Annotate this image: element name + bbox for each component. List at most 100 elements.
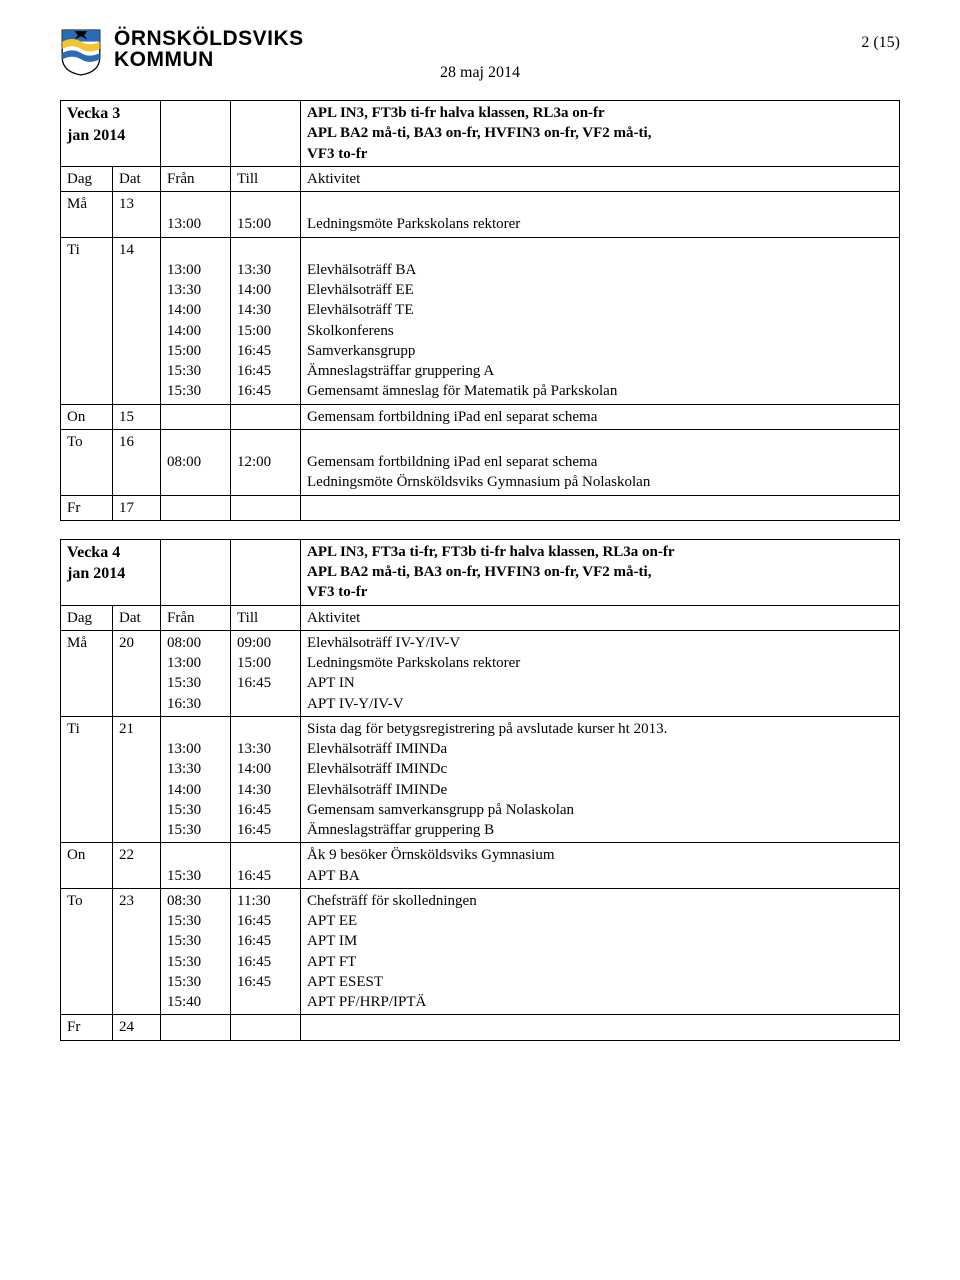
cell-day: To — [61, 888, 113, 1015]
col-from: Från — [161, 605, 231, 630]
cell-dat: 17 — [113, 495, 161, 520]
cell-act: Gemensam fortbildning iPad enl separat s… — [301, 429, 900, 495]
schedule-table-vecka3: Vecka 3 jan 2014 APL IN3, FT3b ti-fr hal… — [60, 100, 900, 521]
cell-day: On — [61, 843, 113, 889]
cell-till: 16:45 — [231, 843, 301, 889]
col-act: Aktivitet — [301, 605, 900, 630]
table-row: To 16 08:00 12:00 Gemensam fortbildning … — [61, 429, 900, 495]
cell-dat: 22 — [113, 843, 161, 889]
act-val: Gemensam fortbildning iPad enl separat s… — [307, 454, 650, 490]
cell-till — [231, 495, 301, 520]
empty-cell — [231, 101, 301, 167]
table-row: Må 20 08:0013:0015:3016:30 09:0015:0016:… — [61, 630, 900, 716]
cell-day: Ti — [61, 237, 113, 404]
apl-line: VF3 to-fr — [307, 146, 367, 162]
time-val: 13:00 — [167, 216, 201, 232]
cell-day: Fr — [61, 1015, 113, 1040]
cell-from — [161, 404, 231, 429]
table-row: Fr 17 — [61, 495, 900, 520]
cell-till — [231, 1015, 301, 1040]
col-dat: Dat — [113, 605, 161, 630]
cell-day: Må — [61, 192, 113, 238]
cell-till: 11:3016:4516:4516:4516:45 — [231, 888, 301, 1015]
table-row: On 22 15:30 16:45 Åk 9 besöker Örnskölds… — [61, 843, 900, 889]
week-label-cell: Vecka 3 jan 2014 — [61, 101, 161, 167]
logo-block: ÖRNSKÖLDSVIKS KOMMUN — [60, 28, 304, 76]
cell-act: Åk 9 besöker Örnsköldsviks GymnasiumAPT … — [301, 843, 900, 889]
table-row: Ti 14 13:0013:3014:0014:0015:0015:3015:3… — [61, 237, 900, 404]
cell-from: 08:0013:0015:3016:30 — [161, 630, 231, 716]
cell-day: Må — [61, 630, 113, 716]
cell-from: 13:0013:3014:0014:0015:0015:3015:30 — [161, 237, 231, 404]
week-label-cell: Vecka 4 jan 2014 — [61, 539, 161, 605]
cell-from — [161, 1015, 231, 1040]
week-label: Vecka 4 — [67, 544, 120, 561]
table-row: Fr 24 — [61, 1015, 900, 1040]
week-sub: jan 2014 — [67, 127, 125, 144]
week-label: Vecka 3 — [67, 105, 120, 122]
column-header-row: Dag Dat Från Till Aktivitet — [61, 166, 900, 191]
apl-line: APL BA2 må-ti, BA3 on-fr, HVFIN3 on-fr, … — [307, 125, 651, 141]
schedule-table-vecka4: Vecka 4 jan 2014 APL IN3, FT3a ti-fr, FT… — [60, 539, 900, 1041]
cell-act: Elevhälsoträff IV-Y/IV-VLedningsmöte Par… — [301, 630, 900, 716]
week-header-row: Vecka 3 jan 2014 APL IN3, FT3b ti-fr hal… — [61, 101, 900, 167]
cell-from: 13:0013:3014:0015:3015:30 — [161, 716, 231, 843]
cell-dat: 21 — [113, 716, 161, 843]
cell-act: Gemensam fortbildning iPad enl separat s… — [301, 404, 900, 429]
cell-day: Fr — [61, 495, 113, 520]
cell-act: Elevhälsoträff BAElevhälsoträff EEElevhä… — [301, 237, 900, 404]
cell-act: Ledningsmöte Parkskolans rektorer — [301, 192, 900, 238]
empty-cell — [161, 101, 231, 167]
cell-dat: 15 — [113, 404, 161, 429]
logo-line2: KOMMUN — [114, 49, 304, 70]
time-val: 08:00 — [167, 454, 201, 470]
col-day: Dag — [61, 166, 113, 191]
cell-act — [301, 1015, 900, 1040]
cell-till: 13:3014:0014:3016:4516:45 — [231, 716, 301, 843]
week-sub: jan 2014 — [67, 565, 125, 582]
cell-till — [231, 404, 301, 429]
act-val: Elevhälsoträff BAElevhälsoträff EEElevhä… — [307, 262, 617, 400]
col-act: Aktivitet — [301, 166, 900, 191]
time-val: 12:00 — [237, 454, 271, 470]
time-val: 15:00 — [237, 216, 271, 232]
empty-cell — [231, 539, 301, 605]
logo-line1: ÖRNSKÖLDSVIKS — [114, 28, 304, 49]
cell-act: Chefsträff för skolledningenAPT EEAPT IM… — [301, 888, 900, 1015]
cell-dat: 24 — [113, 1015, 161, 1040]
table-row: To 23 08:3015:3015:3015:3015:3015:40 11:… — [61, 888, 900, 1015]
cell-act — [301, 495, 900, 520]
week-header-row: Vecka 4 jan 2014 APL IN3, FT3a ti-fr, FT… — [61, 539, 900, 605]
apl-line: APL IN3, FT3a ti-fr, FT3b ti-fr halva kl… — [307, 544, 675, 560]
cell-dat: 23 — [113, 888, 161, 1015]
time-val: 13:0013:3014:0014:0015:0015:3015:30 — [167, 262, 201, 400]
cell-dat: 14 — [113, 237, 161, 404]
cell-dat: 20 — [113, 630, 161, 716]
cell-till: 13:3014:0014:3015:0016:4516:4516:45 — [231, 237, 301, 404]
column-header-row: Dag Dat Från Till Aktivitet — [61, 605, 900, 630]
col-from: Från — [161, 166, 231, 191]
cell-dat: 16 — [113, 429, 161, 495]
cell-till: 15:00 — [231, 192, 301, 238]
logo-text: ÖRNSKÖLDSVIKS KOMMUN — [114, 28, 304, 70]
col-till: Till — [231, 605, 301, 630]
col-day: Dag — [61, 605, 113, 630]
act-val: Ledningsmöte Parkskolans rektorer — [307, 216, 520, 232]
cell-dat: 13 — [113, 192, 161, 238]
col-till: Till — [231, 166, 301, 191]
apl-line: APL IN3, FT3b ti-fr halva klassen, RL3a … — [307, 105, 605, 121]
cell-till: 09:0015:0016:45 — [231, 630, 301, 716]
apl-line: VF3 to-fr — [307, 584, 367, 600]
apl-line: APL BA2 må-ti, BA3 on-fr, HVFIN3 on-fr, … — [307, 564, 651, 580]
apl-cell: APL IN3, FT3b ti-fr halva klassen, RL3a … — [301, 101, 900, 167]
empty-cell — [161, 539, 231, 605]
cell-from: 15:30 — [161, 843, 231, 889]
table-row: Må 13 13:00 15:00 Ledningsmöte Parkskola… — [61, 192, 900, 238]
cell-day: Ti — [61, 716, 113, 843]
table-row: Ti 21 13:0013:3014:0015:3015:30 13:3014:… — [61, 716, 900, 843]
cell-from: 08:00 — [161, 429, 231, 495]
apl-cell: APL IN3, FT3a ti-fr, FT3b ti-fr halva kl… — [301, 539, 900, 605]
municipality-shield-icon — [60, 28, 102, 76]
cell-from: 08:3015:3015:3015:3015:3015:40 — [161, 888, 231, 1015]
cell-till: 12:00 — [231, 429, 301, 495]
